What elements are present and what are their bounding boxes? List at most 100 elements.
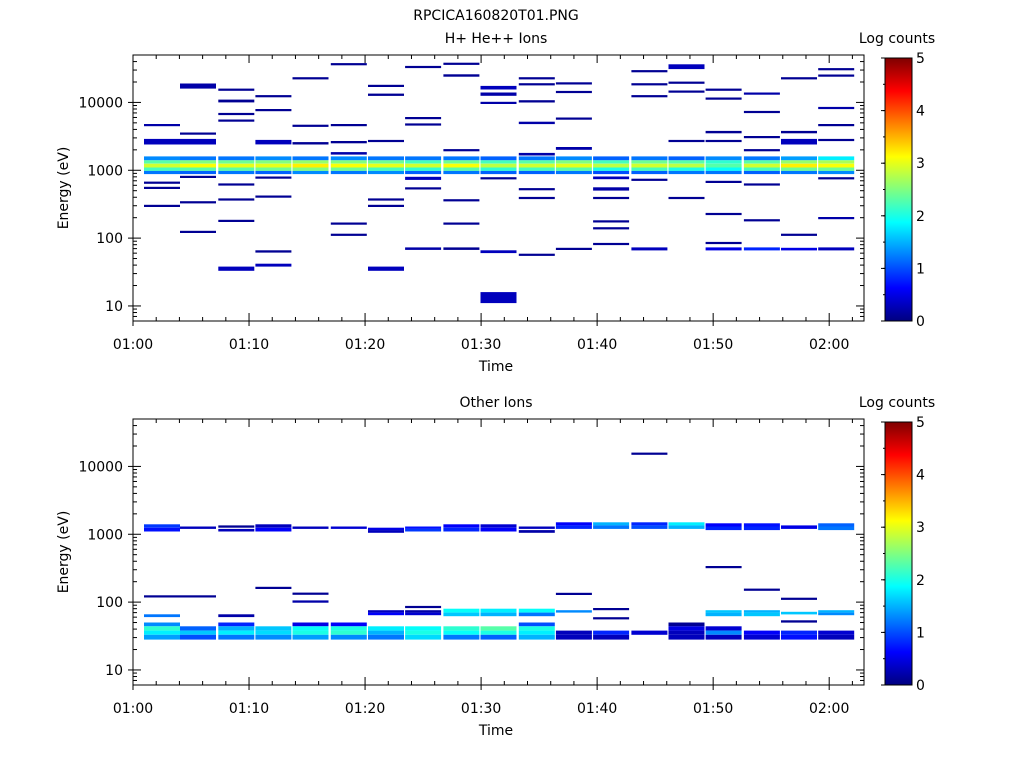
heatmap-cell [781, 247, 817, 251]
heatmap-cell [443, 74, 480, 77]
panel1-xlabel: Time [478, 359, 513, 375]
heatmap-cell [668, 622, 705, 627]
heatmap-cell [405, 167, 442, 171]
heatmap-cell [443, 156, 480, 161]
heatmap-cell [144, 626, 180, 631]
heatmap-cell [218, 525, 255, 528]
x-tick-label: 01:50 [693, 337, 733, 353]
heatmap-cell [818, 106, 855, 110]
plot-frame [132, 418, 865, 686]
heatmap-cell [518, 163, 555, 168]
heatmap-cell [292, 142, 329, 145]
heatmap-cell [292, 526, 329, 529]
heatmap-cell [705, 130, 742, 134]
heatmap-cell [593, 170, 630, 175]
heatmap-cell [705, 160, 742, 164]
heatmap-cell [518, 612, 555, 617]
heatmap-cell [368, 167, 404, 171]
heatmap-cell [443, 170, 480, 175]
heatmap-cell [818, 167, 855, 171]
heatmap-cell [593, 525, 630, 529]
panel-other-ions: Other Ions 01:00 01:10 01:20 01:30 01:40 01:5… [56, 395, 935, 739]
heatmap-cell [781, 167, 817, 171]
x-tick-label: 01:40 [577, 701, 617, 717]
heatmap-cell [705, 167, 742, 171]
x-tick-label: 02:00 [809, 337, 849, 353]
heatmap-cell [292, 630, 329, 635]
y-tick-label: 100 [96, 595, 123, 611]
heatmap-cell [555, 167, 592, 171]
colorbar-tick-label: 4 [916, 104, 925, 120]
x-tick-label: 01:10 [229, 701, 269, 717]
heatmap-cell [480, 634, 517, 640]
heatmap-cell [668, 196, 705, 200]
heatmap-cell [218, 119, 255, 122]
heatmap-cell [330, 63, 367, 66]
heatmap-cell [180, 156, 216, 161]
heatmap-cell [781, 156, 817, 161]
panel1-colorbar-label: Log counts [859, 31, 935, 47]
heatmap-cell [255, 586, 292, 589]
heatmap-cell [518, 77, 555, 80]
heatmap-cell [180, 163, 216, 168]
heatmap-cell [668, 630, 705, 635]
heatmap-cell [405, 528, 442, 532]
heatmap-cell [405, 247, 442, 250]
heatmap-cell [743, 160, 780, 164]
heatmap-cell [743, 170, 780, 175]
heatmap-cell [781, 597, 817, 600]
heatmap-cell [818, 630, 855, 635]
heatmap-cell [480, 160, 517, 164]
heatmap-cell [668, 160, 705, 164]
x-tick-label: 01:40 [577, 337, 617, 353]
panel2-colorbar-label: Log counts [859, 395, 935, 411]
colorbar-tick-label: 3 [916, 156, 925, 172]
heatmap-cell [705, 212, 742, 216]
heatmap-cell [255, 630, 292, 635]
heatmap-cell [405, 160, 442, 164]
heatmap-cell [631, 160, 668, 164]
heatmap-cell [781, 170, 817, 175]
heatmap-cell [668, 163, 705, 168]
heatmap-cell [218, 160, 255, 164]
heatmap-cell [443, 199, 480, 202]
heatmap-cell [818, 610, 855, 613]
heatmap-cell [555, 170, 592, 175]
heatmap-cell [180, 138, 216, 145]
heatmap-cell [743, 612, 780, 617]
heatmap-cell [631, 178, 668, 181]
heatmap-cell [292, 592, 329, 595]
heatmap-cell [781, 160, 817, 164]
heatmap-cell [180, 630, 216, 635]
heatmap-cell [518, 167, 555, 171]
heatmap-cell [555, 634, 592, 640]
heatmap-cell [593, 630, 630, 635]
heatmap-cell [443, 149, 480, 152]
heatmap-cell [368, 630, 404, 635]
heatmap-cell [818, 156, 855, 161]
heatmap-cell [781, 77, 817, 80]
heatmap-cell [144, 527, 180, 532]
heatmap-cell [480, 527, 517, 532]
heatmap-cell [555, 630, 592, 635]
heatmap-cell [330, 634, 367, 640]
heatmap-cell [218, 112, 255, 116]
heatmap-cell [518, 170, 555, 175]
heatmap-cell [218, 183, 255, 186]
plot-frame [132, 54, 865, 322]
heatmap-cell [180, 175, 216, 178]
heatmap-cell [255, 160, 292, 164]
heatmap-cell [668, 634, 705, 640]
heatmap-cell [593, 160, 630, 164]
heatmap-cell [705, 247, 742, 251]
panel2-ylabel: Energy (eV) [56, 511, 72, 594]
heatmap-cell [631, 70, 668, 73]
heatmap-cell [668, 170, 705, 175]
heatmap-cell [218, 219, 255, 222]
heatmap-cell [292, 170, 329, 175]
heatmap-cell [330, 222, 367, 225]
heatmap-cell [218, 626, 255, 631]
x-tick-label: 01:30 [461, 337, 501, 353]
heatmap-cell [480, 163, 517, 168]
heatmap-cell [180, 595, 216, 598]
